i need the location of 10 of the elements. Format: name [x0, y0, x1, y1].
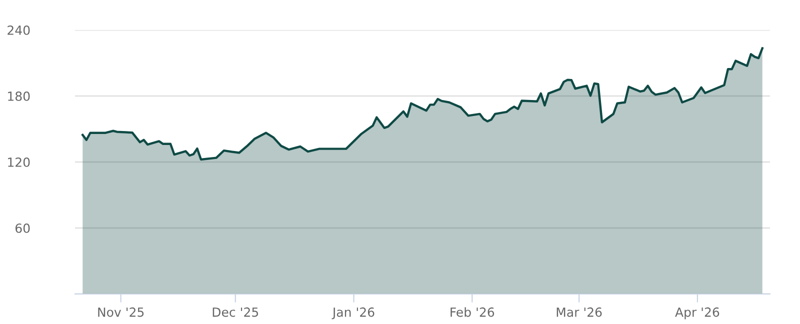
x-tick-label: Apr '26	[675, 307, 720, 320]
x-tick-label: Nov '25	[98, 307, 144, 317]
y-tick-label: 180	[8, 91, 30, 101]
x-tick-label: Mar '26	[556, 307, 602, 317]
y-tick-label: 60	[16, 223, 30, 233]
x-tick-label: Dec '25	[212, 307, 258, 317]
y-tick-label: 120	[8, 157, 30, 167]
x-tick-label: Feb '26	[450, 307, 494, 317]
x-tick-label: Jan '26	[332, 307, 374, 320]
y-tick-label: 240	[8, 25, 30, 35]
